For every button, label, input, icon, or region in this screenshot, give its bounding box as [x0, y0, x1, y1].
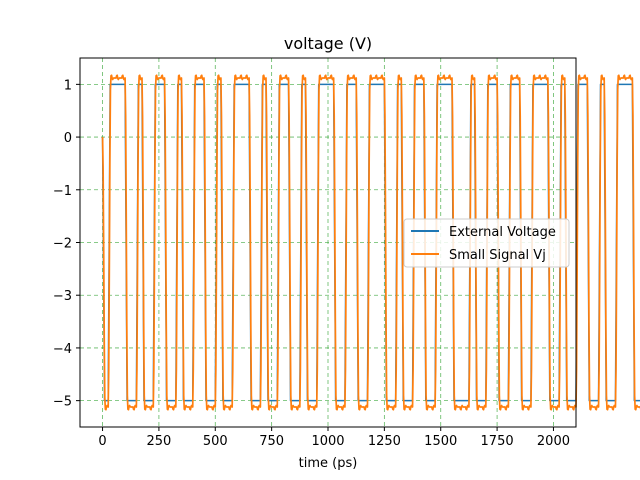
series-line-small-signal-vj — [101, 74, 640, 411]
y-tick-label: −4 — [53, 342, 72, 357]
y-tick-label: −3 — [53, 289, 72, 304]
y-tick-label: −2 — [53, 237, 72, 252]
chart-title: voltage (V) — [284, 34, 372, 53]
x-tick-label: 1000 — [311, 434, 344, 449]
legend-label-small-signal-vj: Small Signal Vj — [449, 248, 546, 263]
series-lines — [101, 74, 640, 411]
x-tick-label: 250 — [146, 434, 171, 449]
legend-label-external-voltage: External Voltage — [449, 225, 556, 240]
x-tick-label: 1750 — [481, 434, 514, 449]
x-tick-label: 500 — [203, 434, 228, 449]
legend-box — [403, 218, 570, 268]
x-tick-label: 2000 — [537, 434, 570, 449]
x-tick-label: 1250 — [368, 434, 401, 449]
x-tick-label: 750 — [259, 434, 284, 449]
y-tick-label: −1 — [53, 184, 72, 199]
x-axis-label: time (ps) — [299, 456, 358, 471]
y-tick-label: −5 — [53, 395, 72, 410]
axis-ticks: 0 250 500 750 1000 1250 1500 1750 2000 1 0 −1 −2 −3 −4… — [53, 78, 570, 449]
x-tick-label: 0 — [98, 434, 106, 449]
legend: External Voltage Small Signal Vj — [403, 218, 570, 268]
y-tick-label: 0 — [64, 131, 72, 146]
series-line-external-voltage — [101, 83, 640, 402]
x-tick-label: 1500 — [424, 434, 457, 449]
y-tick-label: 1 — [64, 78, 72, 93]
plot-area-frame — [79, 57, 577, 428]
